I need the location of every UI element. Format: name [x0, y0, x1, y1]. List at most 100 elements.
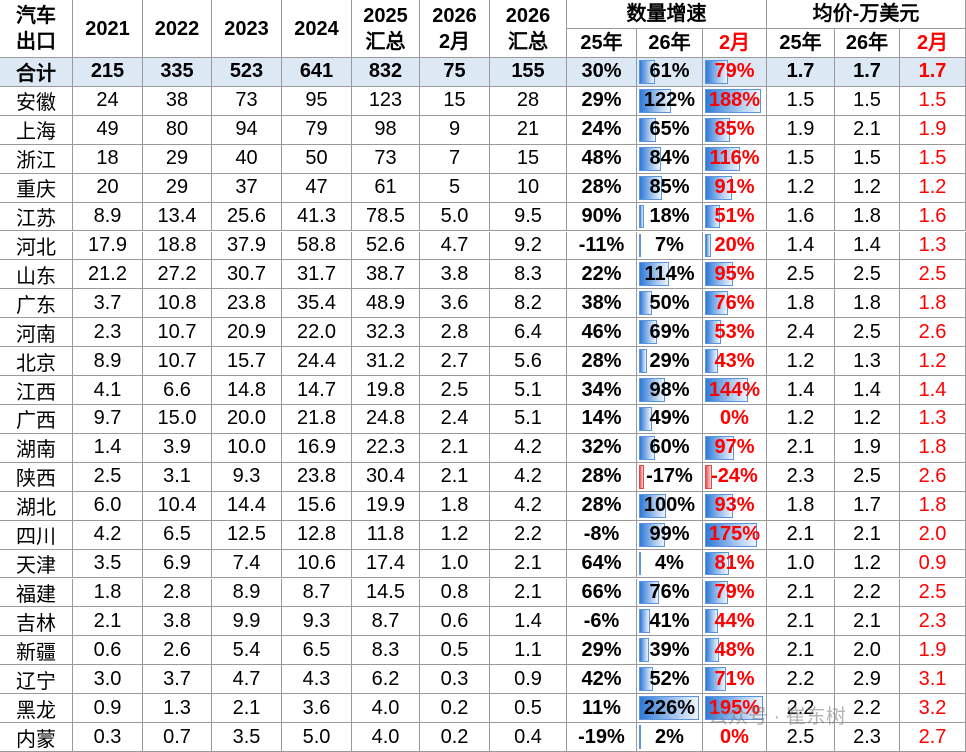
- table-cell: 江苏: [0, 202, 73, 232]
- cell-text: 4.0: [371, 725, 400, 748]
- table-cell: -6%: [567, 607, 637, 637]
- cell-text: 4.1: [93, 378, 122, 401]
- data-bar: [639, 291, 653, 316]
- cell-text: 9.3: [232, 465, 261, 488]
- table-cell: 9.5: [490, 202, 567, 232]
- table-cell: 1.2: [767, 347, 835, 377]
- table-cell: 32%: [567, 433, 637, 463]
- table-cell: 114%: [637, 260, 703, 290]
- cell-text: 49: [96, 118, 119, 141]
- cell-text: 2.3: [918, 609, 947, 632]
- table-cell: 1.4: [73, 433, 143, 463]
- table-cell: 38.7: [352, 260, 420, 290]
- data-bar: [639, 407, 652, 431]
- table-cell: 1.6: [900, 202, 966, 232]
- data-bar: [639, 667, 653, 692]
- cell-text: 1.7: [853, 494, 881, 517]
- cell-text: 12.8: [297, 523, 336, 546]
- table-cell: 122%: [637, 86, 703, 116]
- cell-text: 1.2: [786, 176, 815, 199]
- header-cell: 2月: [900, 29, 966, 58]
- cell-text: 1.6: [918, 205, 947, 228]
- data-bar: [639, 522, 666, 547]
- table-cell: 15.0: [143, 405, 212, 434]
- cell-text: 44%: [714, 609, 755, 632]
- cell-text: 0.2: [440, 696, 469, 719]
- cell-text: 60%: [649, 436, 690, 459]
- cell-text: 5.0: [302, 725, 331, 748]
- cell-text: 22.0: [297, 320, 336, 343]
- table-cell: 335: [143, 58, 212, 87]
- cell-text: 30.4: [366, 465, 405, 488]
- table-cell: 100%: [637, 491, 703, 521]
- table-cell: 浙江: [0, 144, 73, 174]
- cell-text: 2024: [294, 17, 339, 40]
- data-bar: [705, 378, 748, 402]
- data-bar: [705, 667, 727, 692]
- cell-text: 1.2: [918, 176, 947, 199]
- cell-text: 10.7: [157, 320, 197, 343]
- header-cell: 2026 汇总: [490, 0, 567, 58]
- cell-text: 76%: [649, 580, 690, 603]
- cell-text: 71%: [714, 667, 755, 690]
- data-bar: [639, 493, 666, 518]
- table-cell: 94: [212, 115, 282, 145]
- table-cell: 28%: [567, 173, 637, 203]
- table-cell: 0.9: [900, 549, 966, 579]
- table-cell: 12.5: [212, 520, 282, 550]
- data-bar: [705, 60, 729, 84]
- cell-text: 8.9: [232, 580, 261, 603]
- table-cell: 2.1: [767, 578, 835, 608]
- cell-text: 0.9: [918, 552, 947, 575]
- cell-text: 84%: [649, 147, 690, 170]
- cell-text: 37.9: [227, 233, 266, 256]
- cell-text: 2.1: [786, 580, 815, 603]
- cell-text: 2.6: [918, 465, 947, 488]
- table-cell: 1.5: [835, 86, 900, 116]
- cell-text: 江西: [16, 381, 56, 404]
- table-cell: 2.6: [143, 636, 212, 666]
- cell-text: 2.2: [853, 580, 881, 603]
- table-cell: 49: [73, 115, 143, 145]
- table-cell: 29%: [567, 636, 637, 666]
- cell-text: 6.0: [93, 494, 122, 517]
- cell-text: 29%: [581, 89, 622, 112]
- cell-text: 6.6: [163, 378, 191, 401]
- cell-text: 5.1: [514, 378, 542, 401]
- table-cell: 23.8: [212, 289, 282, 319]
- cell-text: 99%: [649, 523, 690, 546]
- cell-text: 4.2: [514, 494, 542, 517]
- table-cell: 53%: [703, 318, 767, 348]
- table-cell: 226%: [637, 694, 703, 724]
- cell-text: 0%: [720, 725, 749, 748]
- table-cell: 24.8: [352, 405, 420, 434]
- table-cell: 0.2: [420, 694, 490, 724]
- cell-text: 9: [448, 118, 461, 141]
- cell-text: 29%: [581, 638, 622, 661]
- table-cell: 3.8: [420, 260, 490, 290]
- table-cell: 32.3: [352, 318, 420, 348]
- cell-text: 2.1: [440, 436, 469, 459]
- table-cell: 天津: [0, 549, 73, 579]
- cell-text: 2025: [363, 4, 408, 27]
- header-cell: 2024: [282, 0, 352, 58]
- table-cell: 24%: [567, 115, 637, 145]
- cell-text: 52%: [649, 667, 690, 690]
- data-bar: [705, 349, 718, 374]
- table-cell: 17.9: [73, 231, 143, 261]
- cell-text: 6.9: [163, 552, 191, 575]
- table-cell: 1.8: [900, 491, 966, 521]
- cell-text: 123: [368, 89, 403, 112]
- cell-text: 4.2: [514, 436, 542, 459]
- table-cell: 1.7: [767, 58, 835, 87]
- table-cell: 5.6: [490, 347, 567, 377]
- cell-text: 江苏: [16, 208, 56, 231]
- cell-text: 广西: [16, 410, 56, 433]
- table-cell: 2.5: [900, 260, 966, 290]
- table-cell: 0.2: [420, 723, 490, 752]
- table-cell: 吉林: [0, 607, 73, 637]
- table-cell: 11.8: [352, 520, 420, 550]
- cell-text: 75: [443, 60, 466, 83]
- cell-text: 0.3: [93, 725, 122, 748]
- table-cell: 85%: [703, 115, 767, 145]
